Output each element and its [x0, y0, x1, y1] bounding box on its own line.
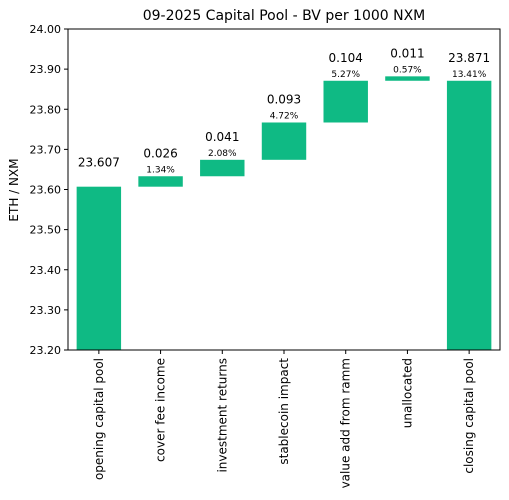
y-tick-label: 23.60	[30, 184, 62, 197]
bar	[385, 76, 430, 81]
data-label: 0.104	[329, 51, 363, 65]
bar	[323, 80, 368, 123]
x-tick-label: closing capital pool	[462, 358, 476, 474]
x-tick-label: investment returns	[215, 358, 229, 473]
y-tick-label: 23.40	[30, 264, 62, 277]
y-tick-label: 23.70	[30, 143, 62, 156]
percent-label: 13.41%	[452, 70, 487, 80]
x-tick-label: unallocated	[400, 358, 414, 428]
bar	[261, 122, 307, 160]
data-label: 23.607	[78, 156, 120, 170]
data-label: 0.011	[390, 46, 424, 60]
percent-label: 1.34%	[146, 165, 175, 175]
bar	[200, 159, 245, 177]
data-label: 0.093	[267, 92, 301, 106]
x-axis: opening capital pool cover fee income inve…	[92, 350, 476, 488]
y-axis: 23.20 23.30 23.40 23.50 23.60 23.70 23.80 23.90…	[30, 23, 68, 357]
x-tick-label: value add from ramm	[339, 358, 353, 488]
percent-label: 4.72%	[270, 111, 299, 121]
x-tick-label: opening capital pool	[92, 358, 106, 480]
data-labels: 23.607 0.026 1.34% 0.041 2.08% 0.093 4.72% 0.10…	[78, 46, 490, 175]
data-label: 23.871	[448, 51, 490, 65]
chart-title: 09-2025 Capital Pool - BV per 1000 NXM	[143, 8, 426, 24]
bar	[76, 186, 122, 350]
bar	[446, 80, 492, 350]
bars-layer	[76, 76, 492, 350]
y-tick-label: 23.20	[30, 344, 62, 357]
x-tick-label: cover fee income	[154, 358, 168, 462]
percent-label: 2.08%	[208, 149, 237, 159]
data-label: 0.041	[205, 130, 239, 144]
data-label: 0.026	[143, 146, 177, 160]
percent-label: 5.27%	[331, 70, 360, 80]
y-tick-label: 23.80	[30, 103, 62, 116]
y-tick-label: 24.00	[30, 23, 62, 36]
y-tick-label: 23.30	[30, 304, 62, 317]
x-tick-label: stablecoin impact	[277, 358, 291, 465]
y-tick-label: 23.50	[30, 224, 62, 237]
bar	[138, 176, 183, 187]
plot-frame	[67, 28, 501, 351]
percent-label: 0.57%	[393, 65, 422, 75]
y-axis-label: ETH / NXM	[7, 158, 21, 221]
y-tick-label: 23.90	[30, 63, 62, 76]
